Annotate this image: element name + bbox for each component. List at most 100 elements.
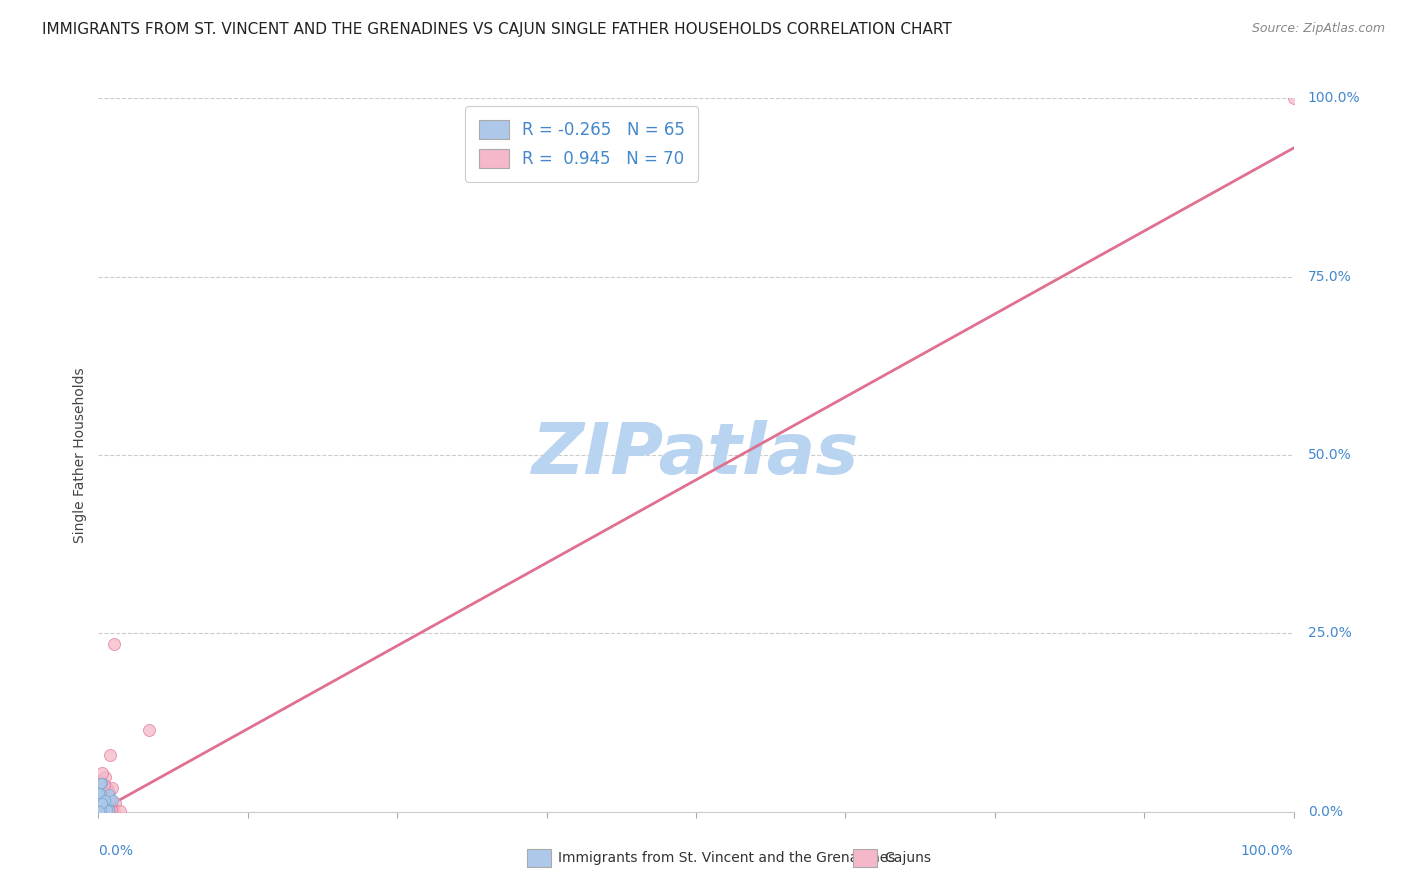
Text: 50.0%: 50.0%	[1308, 448, 1351, 462]
Point	[96, 802, 118, 816]
Point	[90, 804, 112, 818]
Point	[87, 804, 110, 818]
Point	[89, 799, 111, 814]
Point	[87, 798, 110, 813]
Text: Immigrants from St. Vincent and the Grenadines: Immigrants from St. Vincent and the Gren…	[558, 851, 896, 865]
Point	[93, 803, 115, 817]
Point	[98, 787, 121, 801]
Point	[87, 796, 110, 810]
Point	[101, 801, 124, 815]
Point	[94, 801, 117, 815]
Point	[90, 802, 112, 816]
Point	[93, 800, 115, 814]
Point	[93, 800, 115, 814]
Point	[93, 798, 115, 813]
Point	[90, 804, 112, 818]
Point	[87, 801, 110, 815]
Point	[91, 790, 114, 805]
Point	[98, 805, 121, 819]
Point	[93, 801, 115, 815]
Point	[89, 800, 111, 814]
Point	[89, 797, 111, 811]
Point	[89, 797, 111, 812]
Point	[90, 799, 112, 814]
Point	[98, 799, 121, 814]
Point	[90, 798, 112, 813]
Point	[90, 787, 112, 801]
Point	[91, 793, 114, 807]
Point	[87, 801, 110, 815]
Point	[94, 801, 117, 815]
Text: 100.0%: 100.0%	[1241, 844, 1294, 858]
Point	[87, 804, 110, 818]
Point	[94, 791, 117, 805]
Point	[91, 766, 114, 780]
Point	[89, 789, 111, 804]
Point	[96, 801, 118, 815]
Point	[96, 780, 118, 795]
Point	[94, 795, 117, 809]
Text: ZIPatlas: ZIPatlas	[533, 420, 859, 490]
Point	[91, 798, 114, 813]
Point	[89, 803, 111, 817]
Point	[90, 798, 112, 813]
Point	[94, 792, 117, 806]
Point	[93, 802, 115, 816]
Point	[87, 805, 110, 819]
Point	[97, 803, 120, 817]
Point	[93, 799, 115, 814]
Text: 0.0%: 0.0%	[98, 844, 134, 858]
Point	[104, 796, 127, 810]
Point	[91, 776, 114, 790]
Point	[89, 801, 111, 815]
Point	[87, 786, 110, 800]
Point	[89, 797, 111, 812]
Point	[91, 805, 114, 819]
Point	[98, 790, 121, 805]
Point	[98, 790, 121, 805]
Point	[90, 782, 112, 797]
Text: 100.0%: 100.0%	[1308, 91, 1361, 105]
Point	[93, 777, 115, 791]
Point	[91, 797, 114, 812]
Point	[98, 747, 121, 762]
Point	[91, 805, 114, 819]
Point	[87, 802, 110, 816]
Point	[91, 797, 114, 811]
Point	[97, 800, 120, 814]
Point	[93, 801, 115, 815]
Point	[94, 803, 117, 817]
Point	[90, 776, 112, 790]
Point	[98, 795, 121, 809]
Point	[89, 778, 111, 792]
Point	[101, 804, 124, 818]
Text: IMMIGRANTS FROM ST. VINCENT AND THE GRENADINES VS CAJUN SINGLE FATHER HOUSEHOLDS: IMMIGRANTS FROM ST. VINCENT AND THE GREN…	[42, 22, 952, 37]
Point	[98, 785, 121, 799]
Point	[89, 805, 111, 819]
Point	[93, 797, 115, 812]
Point	[100, 803, 122, 817]
Point	[89, 797, 111, 811]
Point	[96, 798, 118, 813]
Point	[91, 802, 114, 816]
Point	[94, 770, 117, 784]
Point	[90, 799, 112, 814]
Point	[103, 637, 125, 651]
Point	[1282, 91, 1305, 105]
Text: 75.0%: 75.0%	[1308, 269, 1351, 284]
Point	[93, 778, 115, 792]
Point	[93, 793, 115, 807]
Point	[90, 798, 112, 813]
Point	[94, 799, 117, 814]
Point	[90, 793, 112, 807]
Point	[93, 804, 115, 818]
Point	[94, 802, 117, 816]
Point	[90, 797, 112, 811]
Point	[90, 803, 112, 817]
Point	[96, 796, 118, 810]
Point	[100, 794, 122, 808]
Point	[89, 801, 111, 815]
Point	[93, 804, 115, 818]
Point	[91, 800, 114, 814]
Point	[89, 805, 111, 819]
